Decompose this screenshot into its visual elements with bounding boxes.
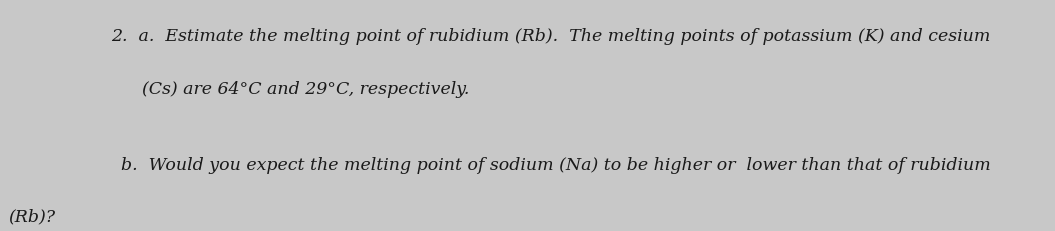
Text: 2.  a.  Estimate the melting point of rubidium (Rb).  The melting points of pota: 2. a. Estimate the melting point of rubi… — [111, 28, 991, 45]
Text: (Cs) are 64°C and 29°C, respectively.: (Cs) are 64°C and 29°C, respectively. — [142, 81, 469, 98]
Text: b.  Would you expect the melting point of sodium (Na) to be higher or  lower tha: b. Would you expect the melting point of… — [121, 157, 991, 174]
Text: (Rb)?: (Rb)? — [8, 208, 56, 225]
